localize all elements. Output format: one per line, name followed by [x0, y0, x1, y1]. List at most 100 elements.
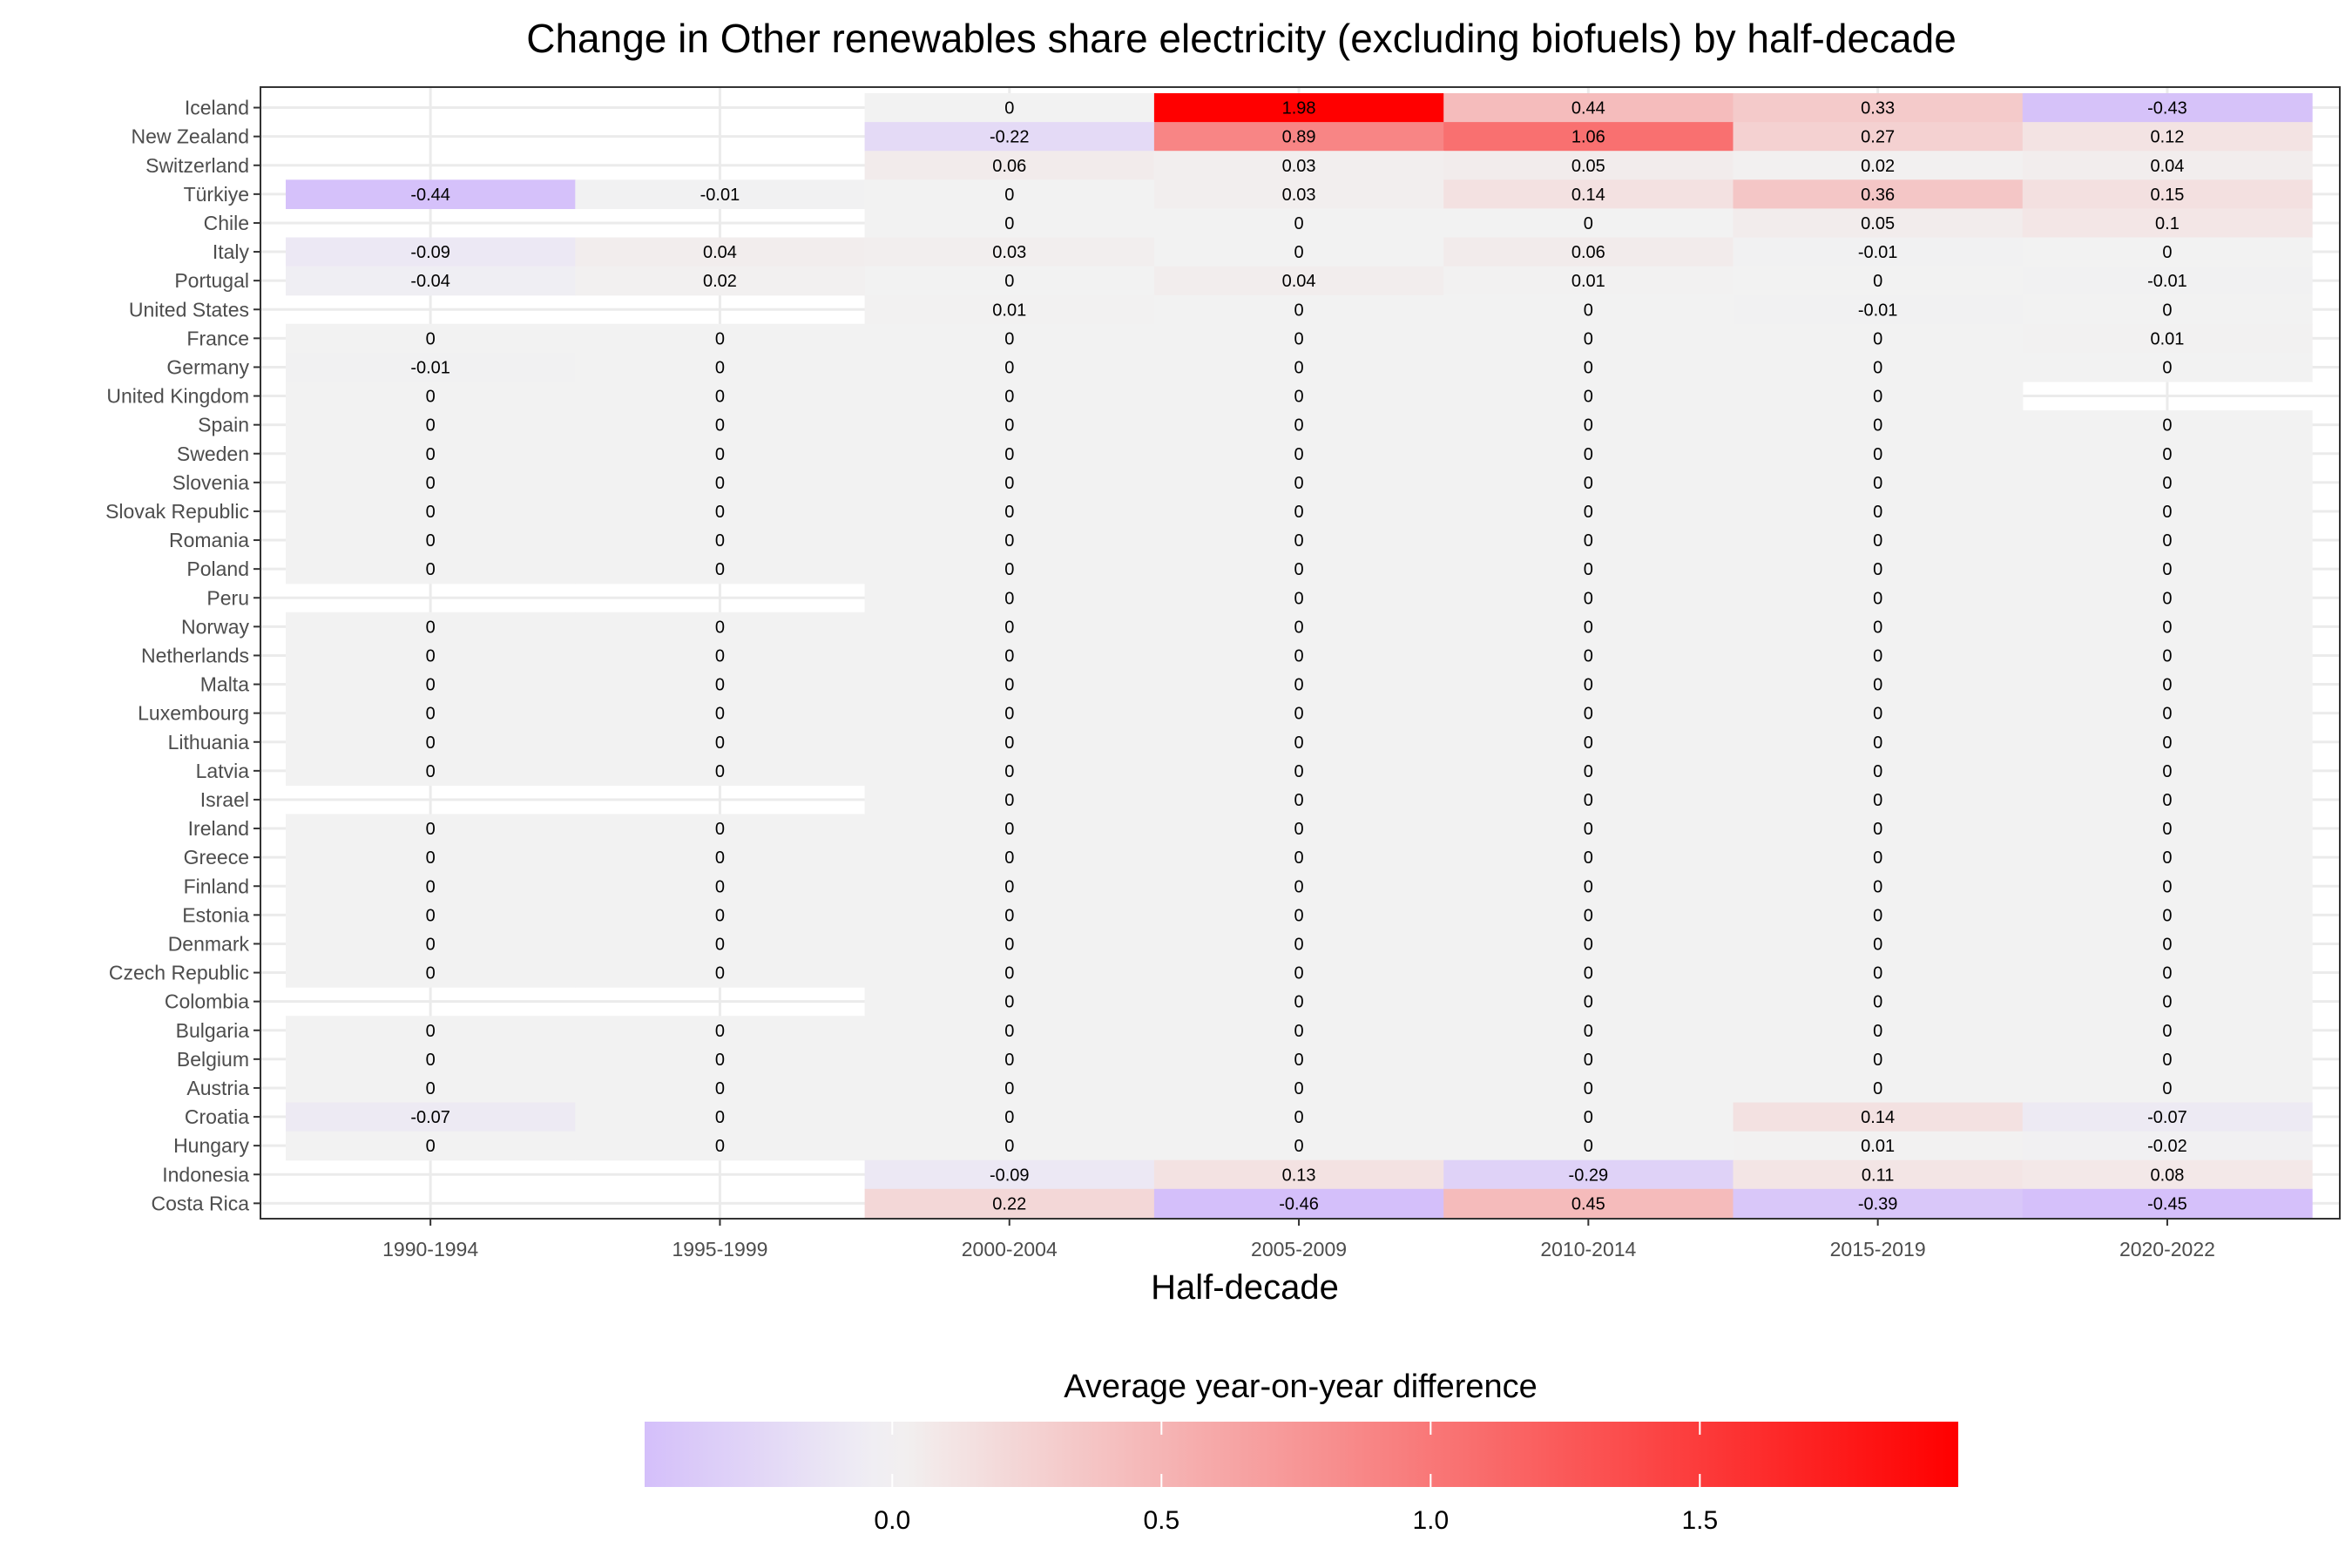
heatmap-cell [864, 323, 1155, 354]
cell-value-label: 0.14 [1571, 186, 1605, 205]
legend-tick-label: 0.0 [874, 1506, 910, 1535]
heatmap-cell [1733, 266, 2024, 296]
legend-color-bar [645, 1422, 1958, 1487]
heatmap-cell [1443, 93, 1734, 123]
cell-value-label: 0 [1584, 301, 1593, 320]
heatmap-cell [1443, 699, 1734, 728]
heatmap-cells [286, 93, 2313, 1219]
cell-value-label: 0 [715, 762, 725, 781]
heatmap-cell [1443, 179, 1734, 209]
heatmap-cell [2022, 871, 2313, 902]
heatmap-cell [2022, 640, 2313, 671]
x-axis-label: Half-decade [1151, 1268, 1339, 1307]
heatmap-cell [286, 900, 576, 930]
cell-value-label: 0 [1873, 848, 1882, 868]
heatmap-cell [1733, 237, 2024, 267]
cell-value-label: 0.01 [2150, 329, 2184, 348]
heatmap-cell [1153, 871, 1444, 902]
heatmap-cell [286, 929, 576, 959]
cell-value-label: 0.04 [2150, 157, 2184, 176]
heatmap-cell [2022, 756, 2313, 786]
cell-value-label: 0 [2162, 445, 2172, 464]
legend-tick-label: 0.5 [1143, 1506, 1179, 1535]
y-tick-label: Colombia [165, 990, 249, 1013]
cell-value-label: 0 [1004, 358, 1014, 377]
y-tick-label: Spain [198, 414, 249, 436]
x-tick-label: 1990-1994 [382, 1238, 478, 1260]
cell-value-label: 0 [426, 388, 436, 407]
cell-value-label: 0.01 [1571, 272, 1605, 291]
cell-value-label: 0 [715, 676, 725, 695]
cell-value-label: 0 [1004, 993, 1014, 1012]
heatmap-cell [1153, 1016, 1444, 1045]
cell-value-label: 0 [1873, 503, 1882, 522]
cell-value-label: 0 [715, 964, 725, 983]
x-tick-label: 1995-1999 [672, 1238, 767, 1260]
cell-value-label: 0 [1004, 964, 1014, 983]
y-tick-label: Belgium [177, 1048, 249, 1071]
cell-value-label: 0 [1873, 646, 1882, 666]
cell-value-label: 0 [1584, 531, 1593, 551]
heatmap-cell [1153, 1102, 1444, 1132]
heatmap-cell [1443, 208, 1734, 239]
cell-value-label: 0 [426, 1079, 436, 1098]
heatmap-cell [1153, 151, 1444, 180]
heatmap-cell [1153, 785, 1444, 815]
heatmap-cell [286, 439, 576, 469]
heatmap-cell [1153, 987, 1444, 1017]
y-tick-label: Poland [186, 558, 249, 580]
cell-value-label: 0 [2162, 820, 2172, 839]
cell-value-label: 0 [1873, 705, 1882, 724]
cell-value-label: 0 [1004, 474, 1014, 493]
cell-value-label: 0 [1294, 877, 1303, 896]
heatmap-cell [864, 122, 1155, 152]
cell-value-label: 0 [1004, 416, 1014, 436]
heatmap-cell [575, 352, 866, 382]
heatmap-cell [2022, 1188, 2313, 1219]
heatmap-cell [1153, 323, 1444, 354]
cell-value-label: 0 [1584, 1051, 1593, 1070]
cell-value-label: 0 [1584, 214, 1593, 233]
cell-value-label: 0 [715, 531, 725, 551]
heatmap-cell [1733, 640, 2024, 671]
cell-value-label: 0 [1004, 935, 1014, 954]
heatmap-cell [1153, 1073, 1444, 1104]
heatmap-cell [1443, 583, 1734, 613]
cell-value-label: 0 [1004, 848, 1014, 868]
cell-value-label: -0.04 [410, 272, 450, 291]
cell-value-label: 0 [1873, 358, 1882, 377]
heatmap-cell [2022, 122, 2313, 152]
y-tick-label: Costa Rica [152, 1192, 250, 1214]
heatmap-cell [2022, 900, 2313, 930]
heatmap-cell [1733, 987, 2024, 1017]
cell-value-label: 0 [2162, 416, 2172, 436]
heatmap-cell [1153, 410, 1444, 440]
cell-value-label: 0 [426, 762, 436, 781]
x-tick-label: 2010-2014 [1540, 1238, 1636, 1260]
heatmap-cell [286, 554, 576, 585]
cell-value-label: -0.01 [2147, 272, 2187, 291]
heatmap-cell [1153, 756, 1444, 786]
cell-value-label: 0 [1004, 589, 1014, 608]
y-tick-label: Italy [213, 240, 250, 263]
cell-value-label: 0.27 [1861, 128, 1895, 147]
cell-value-label: 0 [426, 618, 436, 637]
cell-value-label: 0 [426, 877, 436, 896]
heatmap-cell [1443, 987, 1734, 1017]
cell-value-label: -0.01 [1858, 243, 1898, 262]
heatmap-cell [1733, 122, 2024, 152]
heatmap-cell [864, 410, 1155, 440]
cell-value-label: 0 [426, 416, 436, 436]
cell-value-label: 0 [1584, 906, 1593, 925]
heatmap-cell [1443, 554, 1734, 585]
heatmap-cell [1733, 93, 2024, 123]
cell-value-label: 0 [426, 1022, 436, 1041]
heatmap-cell [1443, 871, 1734, 902]
y-tick-label: Israel [200, 788, 249, 811]
cell-value-label: 0 [1294, 906, 1303, 925]
heatmap-cell [286, 323, 576, 354]
cell-value-label: 0 [2162, 935, 2172, 954]
heatmap-cell [286, 727, 576, 757]
heatmap-cell [1153, 670, 1444, 700]
cell-value-label: -0.02 [2147, 1137, 2187, 1156]
